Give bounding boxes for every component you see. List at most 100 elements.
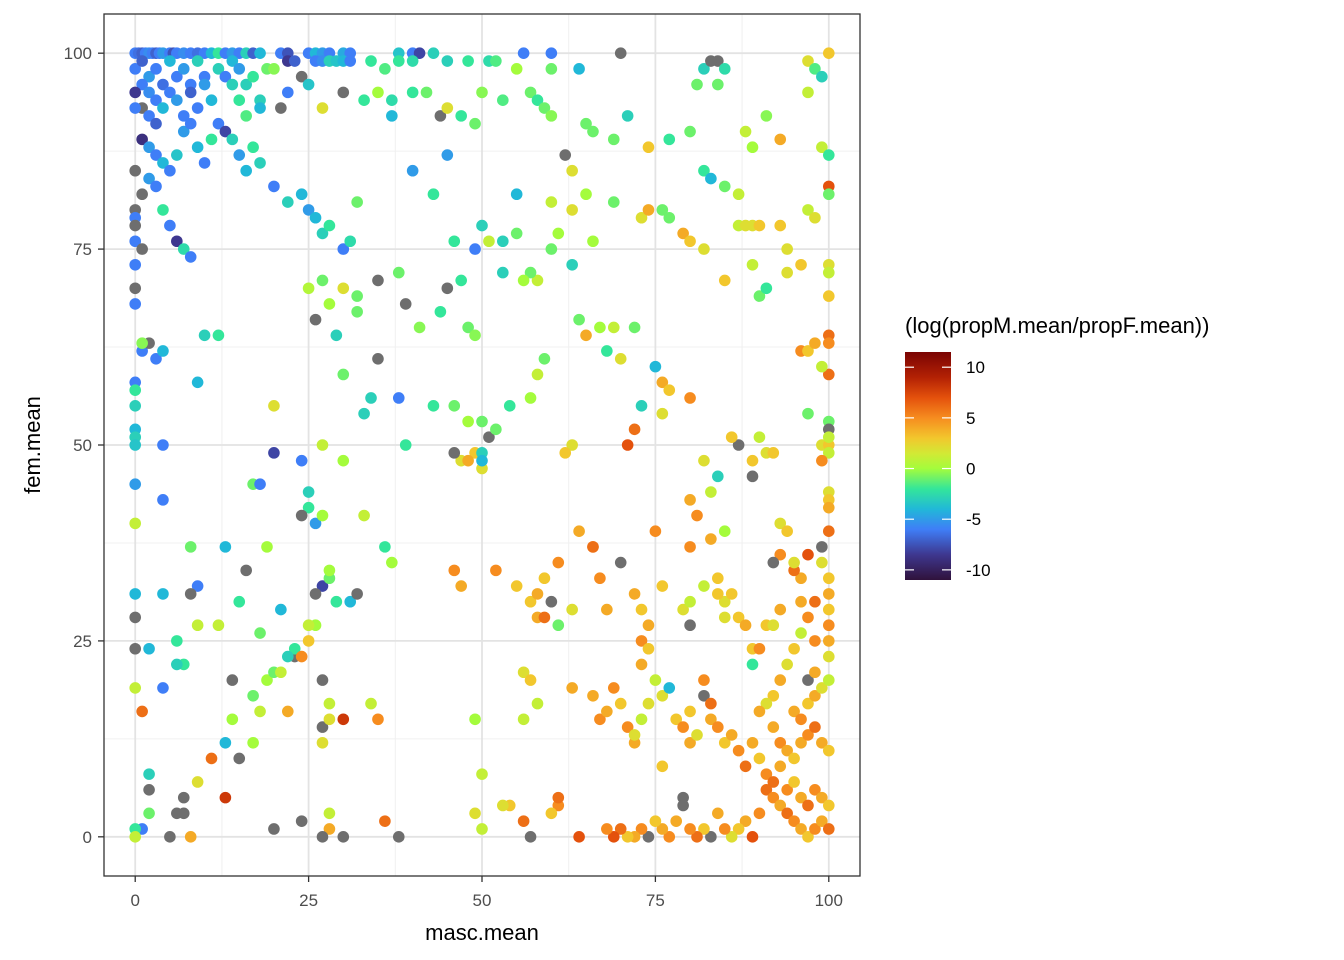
data-point [566, 682, 578, 694]
data-point [587, 235, 599, 248]
data-point [718, 274, 731, 287]
data-point [177, 791, 190, 804]
y-tick-label: 75 [73, 240, 92, 259]
data-point [698, 63, 710, 75]
data-point [136, 705, 148, 718]
data-point [531, 697, 544, 710]
data-point [316, 736, 329, 749]
data-point [774, 133, 787, 146]
data-point [607, 321, 620, 334]
data-point [614, 47, 627, 59]
data-point [746, 831, 759, 843]
data-point [434, 305, 447, 318]
data-point [510, 227, 523, 240]
data-point [337, 243, 350, 255]
data-point [275, 603, 287, 616]
data-point [732, 188, 745, 201]
data-point [642, 141, 655, 154]
data-point [517, 274, 530, 287]
data-point [129, 384, 142, 396]
data-point [157, 204, 169, 216]
data-point [670, 815, 683, 827]
data-point [607, 682, 620, 694]
data-point [656, 823, 669, 835]
data-point [767, 556, 780, 569]
data-point [337, 368, 350, 381]
data-point [399, 298, 412, 310]
data-point [330, 329, 343, 342]
data-point [469, 117, 481, 130]
data-point [254, 478, 266, 490]
data-point [822, 447, 835, 459]
data-point [226, 133, 239, 146]
data-point [281, 86, 294, 99]
data-point [427, 47, 440, 59]
data-point [198, 78, 211, 91]
data-point [483, 235, 495, 248]
data-point [268, 447, 280, 459]
data-point [684, 125, 696, 138]
data-point [635, 400, 648, 412]
data-point [247, 689, 259, 702]
data-point [614, 556, 627, 569]
legend: (log(propM.mean/propF.mean)) 10 5 0 -5 -10 [905, 313, 1209, 580]
data-point [184, 117, 197, 130]
data-point [323, 807, 336, 820]
data-point [268, 180, 280, 193]
data-point [281, 650, 294, 663]
data-point [476, 86, 488, 99]
data-point [607, 133, 620, 146]
data-point [587, 541, 599, 553]
data-point [129, 400, 142, 412]
data-point [822, 572, 835, 585]
data-point [302, 486, 315, 498]
data-point [822, 744, 835, 757]
data-point [788, 705, 800, 718]
data-point [663, 831, 676, 843]
data-point [691, 831, 703, 843]
data-point [240, 564, 252, 577]
data-point [781, 744, 793, 757]
data-point [684, 823, 696, 835]
data-point [386, 556, 398, 569]
data-point [164, 164, 176, 177]
data-point [323, 219, 336, 232]
data-point [129, 588, 142, 600]
data-point [143, 86, 155, 99]
data-point [337, 831, 350, 843]
data-point [219, 125, 232, 138]
data-point [344, 235, 357, 248]
data-point [552, 791, 565, 804]
data-point [316, 831, 329, 843]
data-point [205, 752, 218, 765]
data-point [316, 509, 329, 522]
data-point [136, 337, 148, 349]
data-point [621, 110, 634, 122]
x-axis-title: masc.mean [425, 920, 539, 945]
data-point [281, 196, 294, 208]
data-point [822, 290, 835, 302]
data-point [358, 407, 370, 420]
data-point [684, 619, 696, 632]
data-point [247, 70, 259, 83]
data-point [268, 400, 280, 412]
x-tick-label: 50 [473, 891, 492, 910]
data-point [157, 157, 169, 169]
data-point [524, 674, 537, 686]
data-point [191, 141, 204, 154]
data-point [254, 47, 266, 59]
data-point [365, 392, 377, 404]
data-point [566, 258, 578, 271]
data-point [441, 55, 454, 67]
data-point [538, 102, 551, 114]
data-point [705, 55, 717, 67]
data-point [413, 321, 426, 334]
data-point [545, 110, 558, 122]
data-point [767, 447, 780, 459]
data-point [497, 266, 509, 279]
data-point [594, 321, 606, 334]
data-point [379, 815, 391, 827]
data-point [434, 110, 447, 122]
data-point [656, 376, 669, 389]
data-point [788, 556, 800, 569]
